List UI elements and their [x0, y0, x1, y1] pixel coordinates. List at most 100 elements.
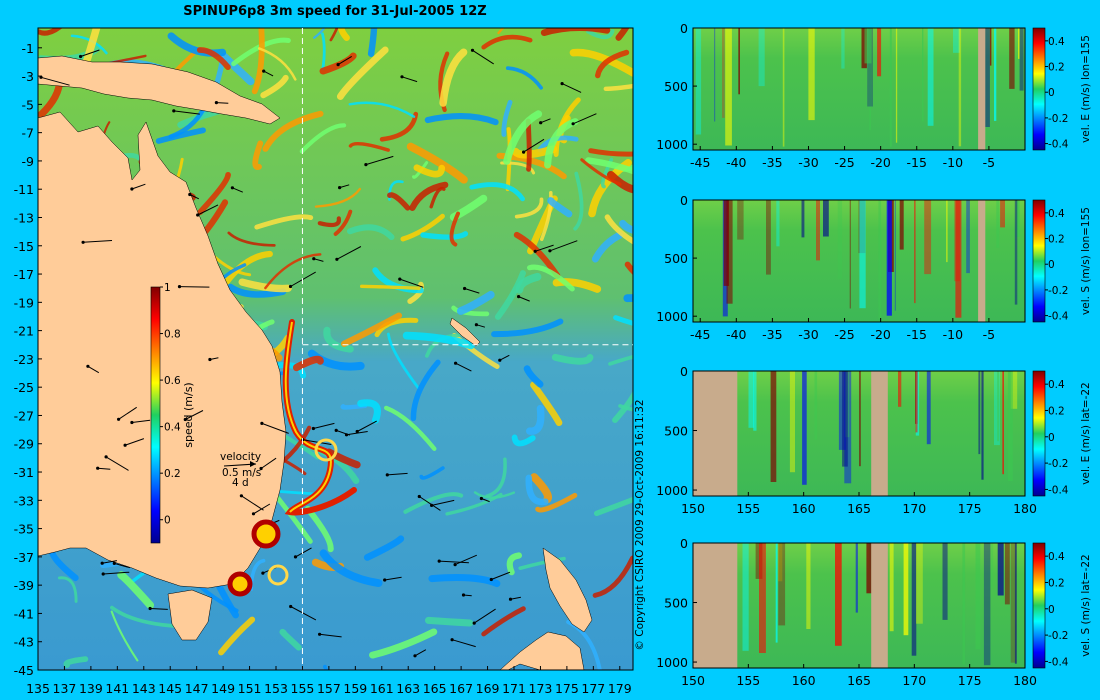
section-y-tick-label: 0: [680, 21, 688, 36]
section-colorbar-tick-label: 0: [1048, 432, 1055, 444]
velocity-arrow: [540, 118, 551, 124]
section-feature: [966, 200, 970, 274]
map-y-axis: -1 -3 -5 -7 -9 -11 -13 -15 -17 -19 -21 -23 -25 -27 -29…: [14, 41, 42, 678]
section-frame: [692, 27, 1026, 151]
velocity-arrow: [313, 258, 324, 262]
section-feature: [748, 371, 755, 428]
section-feature: [978, 371, 981, 455]
section-x-tick-label: 170: [902, 501, 926, 516]
velocity-arrow-head: [289, 604, 293, 609]
section-feature: [855, 543, 858, 613]
velocity-arrow-head: [336, 63, 340, 67]
velocity-arrow-head: [413, 654, 417, 658]
section-feature: [994, 371, 1000, 446]
speed-streak: [321, 32, 326, 71]
section-colorbar-tick-label: 0.4: [1048, 551, 1065, 563]
section-feature: [953, 28, 960, 53]
section-colorbar-tick-label: 0: [1048, 259, 1055, 271]
section-x-tick-label: -5: [983, 155, 995, 170]
velocity-arrow: [464, 288, 480, 294]
map-x-tick-label: 165: [423, 681, 447, 696]
section-feature: [926, 371, 931, 445]
section-feature: [955, 200, 962, 318]
velocity-arrow-head: [400, 75, 404, 79]
map-y-tick-label: -43: [14, 635, 34, 650]
map-y-tick-label: -39: [14, 578, 34, 593]
speed-colorbar-tick-label: 0: [164, 515, 171, 527]
section-colorbar-label: vel. S (m/s) lon=155: [1080, 207, 1092, 315]
section-x-tick-label: -5: [983, 327, 995, 342]
section-colorbar-tick-label: -0.2: [1048, 458, 1069, 470]
section-field: [693, 371, 1025, 496]
speed-streak: [372, 267, 424, 294]
velocity-arrow: [105, 456, 129, 471]
map-y-tick-label: -45: [14, 663, 34, 678]
velocity-arrow-head: [81, 240, 85, 244]
velocity-arrow: [103, 571, 130, 575]
speed-streak: [592, 555, 633, 598]
velocity-arrow-head: [463, 286, 467, 291]
speed-streak: [81, 28, 101, 69]
map-x-tick-label: 167: [449, 681, 473, 696]
section-feature: [778, 543, 783, 582]
speed-streak: [402, 331, 475, 350]
section-frame: [692, 199, 1026, 323]
section-feature: [723, 200, 729, 286]
velocity-arrow-head: [571, 122, 575, 126]
section-colorbar-tick-label: 0: [1048, 604, 1055, 616]
velocity-arrow: [114, 562, 131, 569]
speed-streak: [384, 405, 437, 451]
map-y-tick-label: -19: [14, 295, 34, 310]
section-feature: [726, 200, 733, 304]
section-colorbar-tick-label: 0.2: [1048, 405, 1065, 417]
speed-streak: [419, 466, 445, 480]
speed-streak: [481, 606, 526, 637]
map-x-axis: 135 137 139 141 143 145 147 149 151 153 155 157 159 1…: [26, 666, 632, 696]
speed-streak: [456, 290, 495, 315]
velocity-arrow: [365, 155, 394, 166]
section-colorbar-gradient: [1032, 542, 1046, 669]
section-y-tick-label: 500: [664, 596, 688, 611]
velocity-arrow: [295, 547, 312, 558]
speed-streak: [551, 353, 594, 365]
section-feature: [1002, 371, 1004, 475]
section-feature: [981, 371, 984, 480]
velocity-arrow-head: [437, 559, 441, 563]
speed-streak: [481, 34, 533, 50]
section-crosshair: [301, 28, 633, 670]
velocity-arrow-head: [338, 186, 342, 190]
speed-streak: [360, 284, 421, 290]
speed-streak: [272, 491, 313, 544]
map-y-tick-label: -37: [14, 550, 34, 565]
speed-colorbar: 0 0.2 0.4 0.6 0.8 1 speed (m/s): [150, 282, 195, 544]
section-land: [693, 371, 738, 496]
map-x-tick-label: 141: [105, 681, 129, 696]
section-feature: [915, 371, 918, 433]
velocity-arrow: [454, 554, 477, 566]
velocity-arrow-head: [417, 494, 421, 499]
speed-streak: [595, 49, 630, 79]
map-x-tick-label: 157: [317, 681, 341, 696]
section-x-tick-label: -30: [798, 155, 818, 170]
speed-streak: [424, 112, 499, 126]
velocity-arrow: [232, 187, 243, 193]
speed-streak: [607, 171, 633, 194]
section-x-tick-label: 165: [847, 673, 871, 688]
section-x-tick-label: -20: [870, 155, 890, 170]
section-y-tick-label: 0: [680, 364, 688, 379]
section-feature: [914, 200, 916, 304]
section-feature: [842, 371, 848, 467]
section-x-tick-label: -35: [762, 327, 782, 342]
section-x-tick-label: 155: [736, 501, 760, 516]
velocity-key-arrowhead: [250, 461, 256, 467]
map-panel: 135 137 139 141 143 145 147 149 151 153 155 157 159 1…: [14, 27, 646, 696]
velocity-arrow: [131, 183, 146, 190]
speed-streak: [612, 390, 633, 424]
speed-streak: [410, 359, 441, 422]
speed-streak: [552, 278, 602, 293]
section-x-tick-label: 155: [736, 673, 760, 688]
section-colorbar-tick-label: -0.4: [1048, 484, 1069, 496]
velocity-arrow-head: [104, 455, 108, 459]
map-x-tick-label: 169: [476, 681, 500, 696]
section-x-tick-label: -15: [907, 327, 927, 342]
